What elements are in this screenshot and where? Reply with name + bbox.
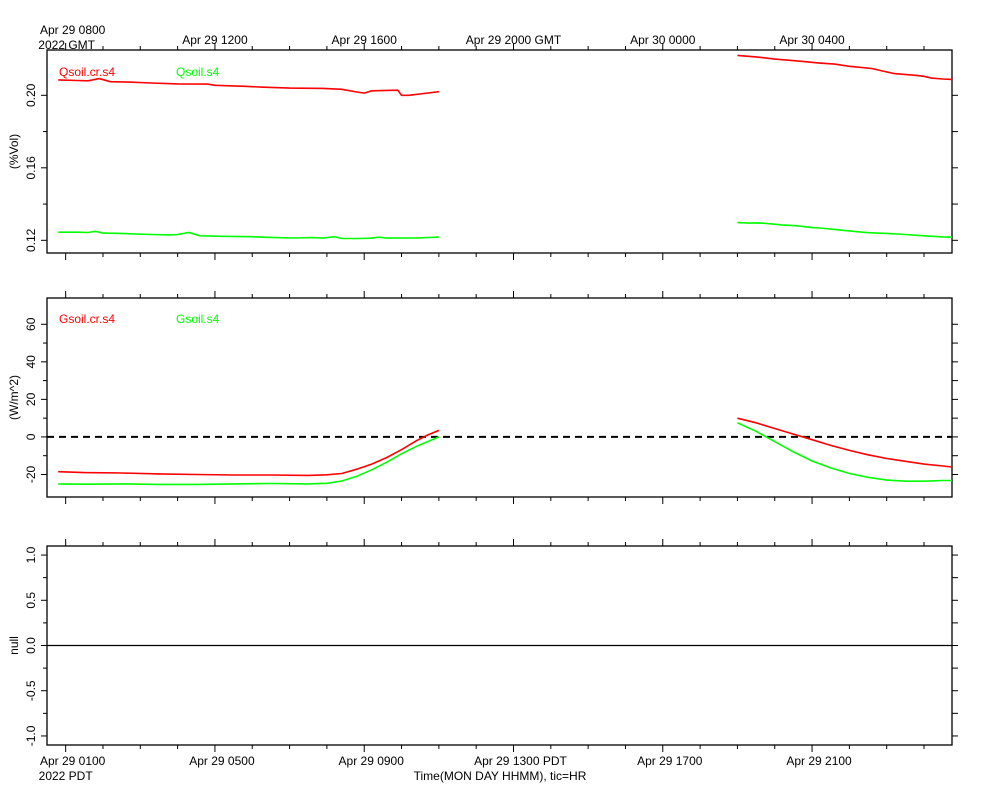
x-top-tick-label: Apr 30 0400	[779, 33, 845, 47]
y-tick-label: 0.20	[24, 83, 38, 107]
legend-entry: Qsoil.s4	[176, 65, 220, 79]
y-tick-label: 0.16	[24, 156, 38, 180]
x-bottom-tick-label: Apr 29 0500	[189, 754, 255, 768]
y-tick-label: 0.5	[24, 592, 38, 609]
y-axis-label: (W/m^2)	[7, 375, 21, 420]
x-axis-title: Time(MON DAY HHMM), tic=HR	[414, 769, 587, 783]
y-tick-label: 20	[24, 392, 38, 406]
y-tick-label: 40	[24, 355, 38, 369]
series-line-Gsoil.s4	[737, 422, 952, 482]
series-line-Gsoil.cr.s4	[737, 417, 953, 468]
legend-entry: Gsoil.s4	[176, 312, 220, 326]
y-tick-label: -20	[24, 465, 38, 483]
x-top-tick-label: Apr 29 1200	[182, 33, 248, 47]
x-top-tick-label: Apr 29 1600	[332, 33, 398, 47]
panel-frame	[46, 49, 953, 254]
series-line-Qsoil.cr.s4	[737, 54, 953, 81]
x-bottom-tick-label: Apr 29 1300 PDT	[474, 754, 567, 768]
legend-entry: Gsoil.cr.s4	[59, 312, 115, 326]
legend-entry: Qsoil.cr.s4	[59, 65, 115, 79]
series-line-Qsoil.s4	[737, 221, 953, 238]
y-tick-label: 0.12	[24, 228, 38, 252]
y-tick-label: 0	[24, 433, 38, 440]
x-top-tick-label: Apr 29 2000 GMT	[466, 33, 562, 47]
y-axis-label: null	[7, 636, 21, 655]
x-bottom-tick-label: Apr 29 0100	[40, 754, 106, 768]
x-top-tick-label: Apr 30 0000	[630, 33, 696, 47]
series-line-Gsoil.cr.s4	[58, 429, 440, 477]
panel-frame	[46, 297, 953, 498]
y-tick-label: -1.0	[24, 725, 38, 746]
series-line-Gsoil.s4	[58, 436, 440, 486]
x-bottom-tick-label: Apr 29 0900	[339, 754, 405, 768]
x-top-tick-sublabel: 2022 GMT	[38, 38, 95, 52]
y-axis-label: (%Vol)	[7, 134, 21, 169]
y-tick-label: 60	[24, 317, 38, 331]
x-top-tick-label: Apr 29 0800	[40, 23, 106, 37]
panel-bottom: -1.0 -0.5 0.0 0.5 1.0 null	[7, 539, 958, 752]
x-bottom-tick-label: Apr 29 2100	[786, 754, 852, 768]
series-line-Qsoil.cr.s4	[58, 77, 439, 97]
series-line-Qsoil.s4	[58, 230, 439, 240]
panel-top: 0.12 0.16 0.20 (%Vol) Qsoil.cr.s4 Qsoil.s4	[7, 43, 958, 260]
y-tick-label: 0.0	[24, 637, 38, 654]
y-tick-label: -0.5	[24, 680, 38, 701]
x-bottom-tick-sublabel: 2022 PDT	[39, 769, 94, 783]
x-bottom-tick-label: Apr 29 1700	[637, 754, 703, 768]
y-tick-label: 1.0	[24, 546, 38, 563]
panel-middle: -20 0 20 40 60 (W/m^2) Gsoil.cr.s4 Gsoil.s4	[7, 291, 958, 504]
